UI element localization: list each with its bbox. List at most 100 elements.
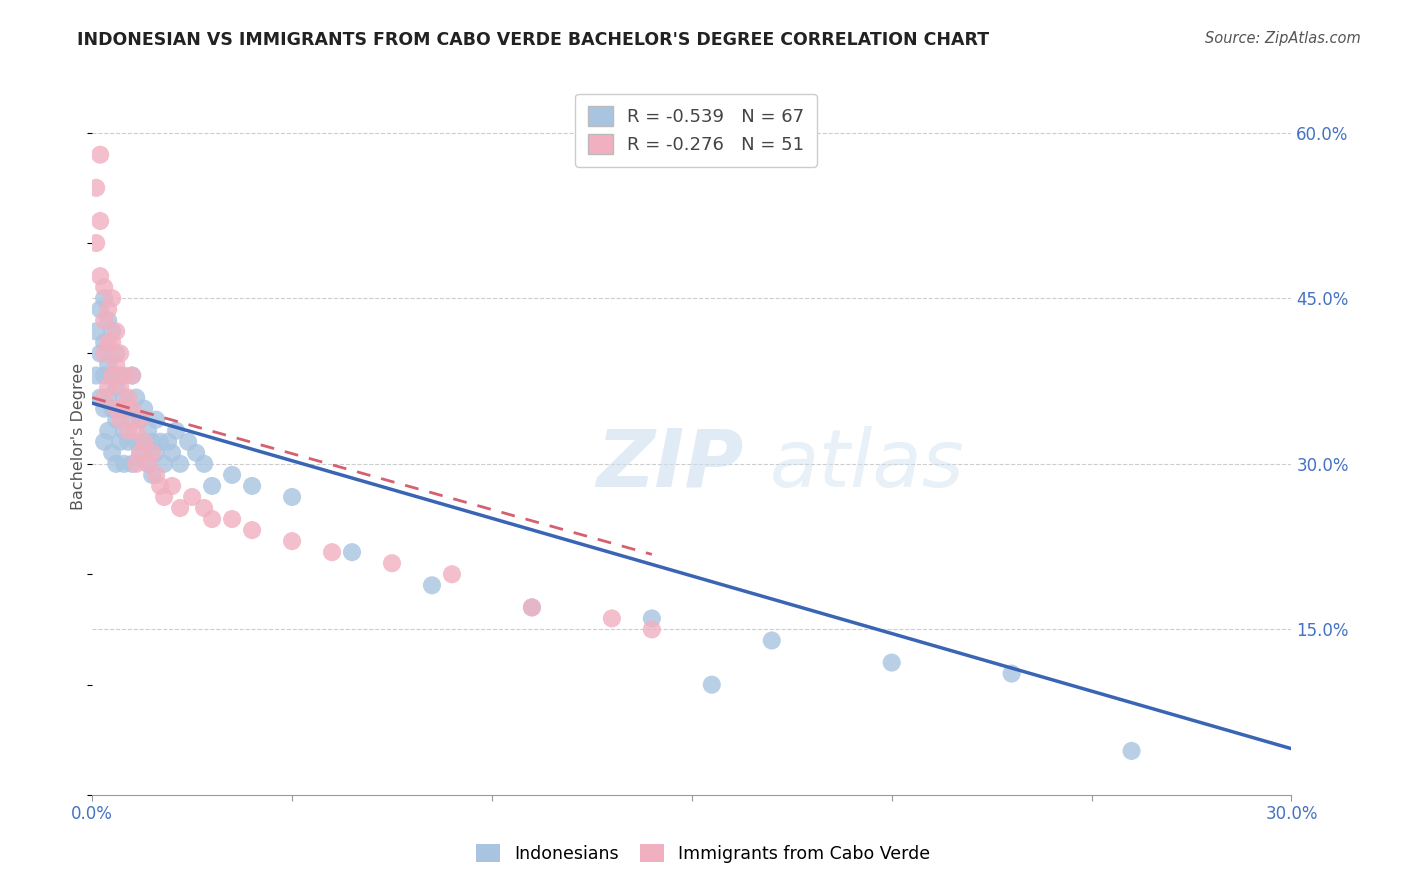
- Point: [240, 479, 263, 493]
- Point: [108, 379, 131, 393]
- Point: [121, 413, 143, 427]
- Point: [97, 302, 120, 317]
- Point: [105, 401, 128, 416]
- Point: [112, 457, 135, 471]
- Point: [89, 302, 111, 317]
- Point: [321, 545, 343, 559]
- Point: [108, 346, 131, 360]
- Point: [440, 567, 463, 582]
- Point: [112, 424, 135, 438]
- Point: [117, 401, 139, 416]
- Point: [112, 391, 135, 405]
- Point: [112, 368, 135, 383]
- Point: [97, 391, 120, 405]
- Point: [84, 368, 107, 383]
- Point: [880, 656, 903, 670]
- Point: [149, 479, 172, 493]
- Point: [160, 446, 183, 460]
- Point: [93, 313, 115, 327]
- Point: [136, 457, 159, 471]
- Point: [117, 391, 139, 405]
- Point: [93, 434, 115, 449]
- Point: [125, 434, 148, 449]
- Point: [105, 346, 128, 360]
- Point: [134, 401, 156, 416]
- Point: [193, 457, 215, 471]
- Point: [84, 181, 107, 195]
- Point: [153, 490, 176, 504]
- Point: [184, 446, 207, 460]
- Point: [125, 424, 148, 438]
- Point: [149, 434, 172, 449]
- Point: [240, 523, 263, 537]
- Point: [97, 335, 120, 350]
- Point: [93, 368, 115, 383]
- Point: [420, 578, 443, 592]
- Point: [134, 434, 156, 449]
- Point: [600, 611, 623, 625]
- Point: [105, 324, 128, 338]
- Point: [101, 368, 124, 383]
- Point: [93, 346, 115, 360]
- Point: [520, 600, 543, 615]
- Y-axis label: Bachelor's Degree: Bachelor's Degree: [72, 363, 87, 510]
- Point: [145, 446, 167, 460]
- Point: [105, 379, 128, 393]
- Point: [117, 424, 139, 438]
- Point: [108, 434, 131, 449]
- Point: [101, 291, 124, 305]
- Point: [101, 324, 124, 338]
- Point: [89, 214, 111, 228]
- Point: [129, 413, 152, 427]
- Point: [201, 479, 224, 493]
- Point: [281, 534, 304, 549]
- Point: [157, 434, 180, 449]
- Point: [89, 269, 111, 284]
- Point: [89, 346, 111, 360]
- Point: [121, 368, 143, 383]
- Point: [177, 434, 200, 449]
- Point: [160, 479, 183, 493]
- Point: [93, 280, 115, 294]
- Point: [153, 457, 176, 471]
- Text: atlas: atlas: [769, 426, 965, 504]
- Point: [221, 512, 243, 526]
- Point: [108, 368, 131, 383]
- Point: [136, 457, 159, 471]
- Point: [97, 358, 120, 372]
- Point: [93, 391, 115, 405]
- Point: [84, 235, 107, 250]
- Point: [761, 633, 783, 648]
- Point: [221, 467, 243, 482]
- Point: [89, 147, 111, 161]
- Point: [641, 611, 664, 625]
- Point: [108, 401, 131, 416]
- Point: [125, 391, 148, 405]
- Point: [121, 368, 143, 383]
- Point: [1121, 744, 1143, 758]
- Point: [101, 401, 124, 416]
- Point: [193, 501, 215, 516]
- Point: [97, 424, 120, 438]
- Point: [1001, 666, 1024, 681]
- Point: [381, 556, 404, 570]
- Point: [125, 457, 148, 471]
- Point: [134, 434, 156, 449]
- Point: [101, 368, 124, 383]
- Point: [105, 358, 128, 372]
- Text: ZIP: ZIP: [596, 426, 744, 504]
- Legend: Indonesians, Immigrants from Cabo Verde: Indonesians, Immigrants from Cabo Verde: [470, 838, 936, 870]
- Point: [181, 490, 204, 504]
- Point: [93, 335, 115, 350]
- Legend: R = -0.539   N = 67, R = -0.276   N = 51: R = -0.539 N = 67, R = -0.276 N = 51: [575, 94, 817, 167]
- Point: [201, 512, 224, 526]
- Text: INDONESIAN VS IMMIGRANTS FROM CABO VERDE BACHELOR'S DEGREE CORRELATION CHART: INDONESIAN VS IMMIGRANTS FROM CABO VERDE…: [77, 31, 990, 49]
- Point: [112, 401, 135, 416]
- Point: [700, 678, 723, 692]
- Point: [93, 401, 115, 416]
- Point: [145, 467, 167, 482]
- Point: [520, 600, 543, 615]
- Text: Source: ZipAtlas.com: Source: ZipAtlas.com: [1205, 31, 1361, 46]
- Point: [641, 623, 664, 637]
- Point: [141, 446, 163, 460]
